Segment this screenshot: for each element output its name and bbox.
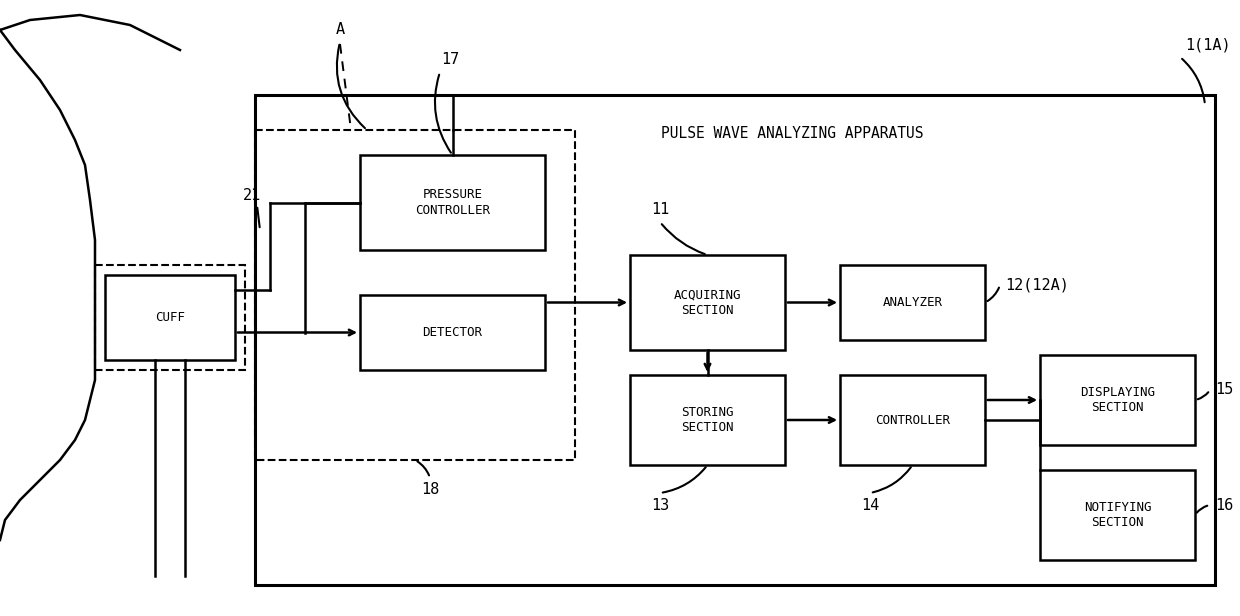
Text: A: A <box>336 23 345 38</box>
Text: 21: 21 <box>243 187 262 203</box>
Bar <box>839 375 985 465</box>
Text: 16: 16 <box>1215 498 1234 513</box>
Text: 14: 14 <box>861 498 879 513</box>
Bar <box>360 155 546 250</box>
Text: CONTROLLER: CONTROLLER <box>875 413 950 426</box>
Bar <box>839 265 985 340</box>
Text: ACQUIRING
SECTION: ACQUIRING SECTION <box>673 288 742 317</box>
Text: 15: 15 <box>1215 383 1234 397</box>
Text: 12(12A): 12(12A) <box>1004 277 1069 293</box>
Bar <box>360 295 546 370</box>
Text: 1(1A): 1(1A) <box>1185 38 1230 52</box>
Text: 13: 13 <box>651 498 670 513</box>
Text: 17: 17 <box>441 52 459 68</box>
Text: DISPLAYING
SECTION: DISPLAYING SECTION <box>1080 386 1154 414</box>
Text: 18: 18 <box>420 482 439 498</box>
Bar <box>255 95 1215 585</box>
Text: CUFF: CUFF <box>155 311 185 324</box>
Text: PRESSURE
CONTROLLER: PRESSURE CONTROLLER <box>415 188 490 216</box>
Text: DETECTOR: DETECTOR <box>423 326 482 339</box>
Text: PULSE WAVE ANALYZING APPARATUS: PULSE WAVE ANALYZING APPARATUS <box>661 126 924 140</box>
Text: ANALYZER: ANALYZER <box>883 296 942 309</box>
Bar <box>95 265 246 370</box>
Bar <box>630 375 785 465</box>
Text: NOTIFYING
SECTION: NOTIFYING SECTION <box>1084 501 1151 529</box>
Bar <box>105 275 236 360</box>
Bar <box>1040 470 1195 560</box>
Bar <box>255 130 575 460</box>
Text: STORING
SECTION: STORING SECTION <box>681 406 734 434</box>
Bar <box>1040 355 1195 445</box>
Text: 11: 11 <box>651 203 670 217</box>
Bar <box>630 255 785 350</box>
